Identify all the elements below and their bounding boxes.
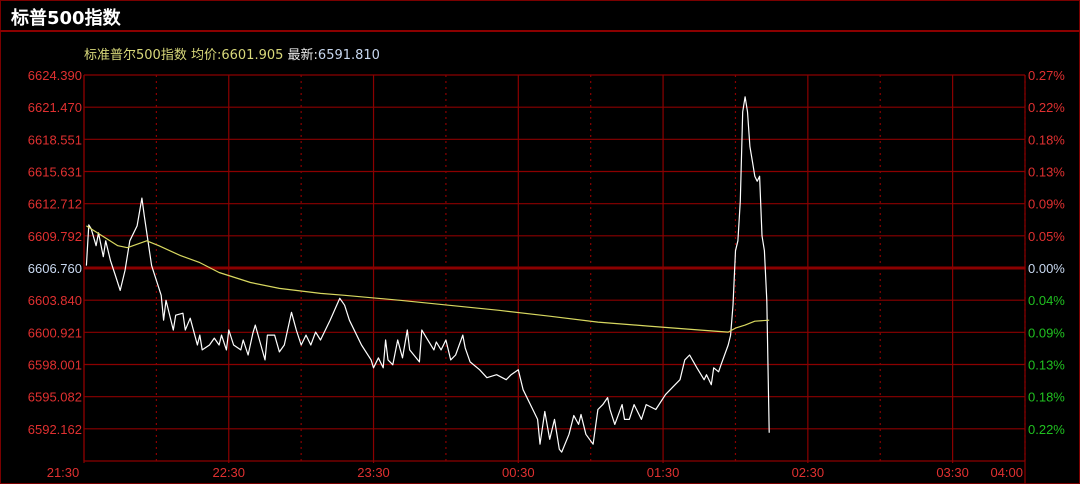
y-tick-label: 6624.390 <box>28 68 82 83</box>
pct-tick-label: 0.09% <box>1028 325 1065 340</box>
x-tick-label: 23:30 <box>357 465 390 480</box>
x-tick-label: 01:30 <box>647 465 680 480</box>
y-tick-label: 6592.162 <box>28 422 82 437</box>
x-tick-label: 02:30 <box>792 465 825 480</box>
title-bar: 标普500指数 <box>0 0 1080 32</box>
y-tick-label: 6606.760 <box>28 261 82 276</box>
pct-tick-label: 0.13% <box>1028 165 1065 180</box>
y-tick-label: 6595.082 <box>28 390 82 405</box>
avg-value: 6601.905 <box>221 48 284 63</box>
info-line: 标准普尔500指数 均价:6601.905 最新:6591.810 <box>84 44 380 63</box>
y-tick-label: 6603.840 <box>28 293 82 308</box>
x-tick-label: 21:30 <box>47 465 80 480</box>
index-name: 标准普尔500指数 <box>84 48 187 63</box>
pct-tick-label: 0.05% <box>1028 229 1065 244</box>
price-series <box>85 96 770 453</box>
y-tick-label: 6609.792 <box>28 229 82 244</box>
y-tick-label: 6598.001 <box>28 358 82 373</box>
price-line <box>85 96 770 453</box>
pct-tick-label: 0.09% <box>1028 197 1065 212</box>
x-tick-label: 03:30 <box>936 465 969 480</box>
pct-tick-label: 0.13% <box>1028 358 1065 373</box>
x-tick-label: 04:00 <box>990 465 1023 480</box>
average-line <box>86 225 770 333</box>
y-tick-label: 6615.631 <box>28 165 82 180</box>
y-tick-label: 6600.921 <box>28 325 82 340</box>
y-tick-label: 6618.551 <box>28 132 82 147</box>
last-label: 最新: <box>287 48 318 63</box>
page-title: 标普500指数 <box>11 8 121 29</box>
y-tick-label: 6621.470 <box>28 100 82 115</box>
average-series <box>86 225 770 333</box>
avg-label: 均价: <box>190 48 222 63</box>
pct-tick-label: 0.27% <box>1028 68 1065 83</box>
pct-tick-label: 0.04% <box>1028 293 1065 308</box>
pct-tick-label: 0.22% <box>1028 100 1065 115</box>
pct-tick-label: 0.18% <box>1028 390 1065 405</box>
pct-tick-label: 0.22% <box>1028 422 1065 437</box>
last-value: 6591.810 <box>317 48 380 63</box>
x-tick-label: 00:30 <box>502 465 535 480</box>
pct-tick-label: 0.18% <box>1028 132 1065 147</box>
y-tick-label: 6612.712 <box>28 197 82 212</box>
x-tick-label: 22:30 <box>212 465 245 480</box>
pct-tick-label: 0.00% <box>1028 261 1065 276</box>
